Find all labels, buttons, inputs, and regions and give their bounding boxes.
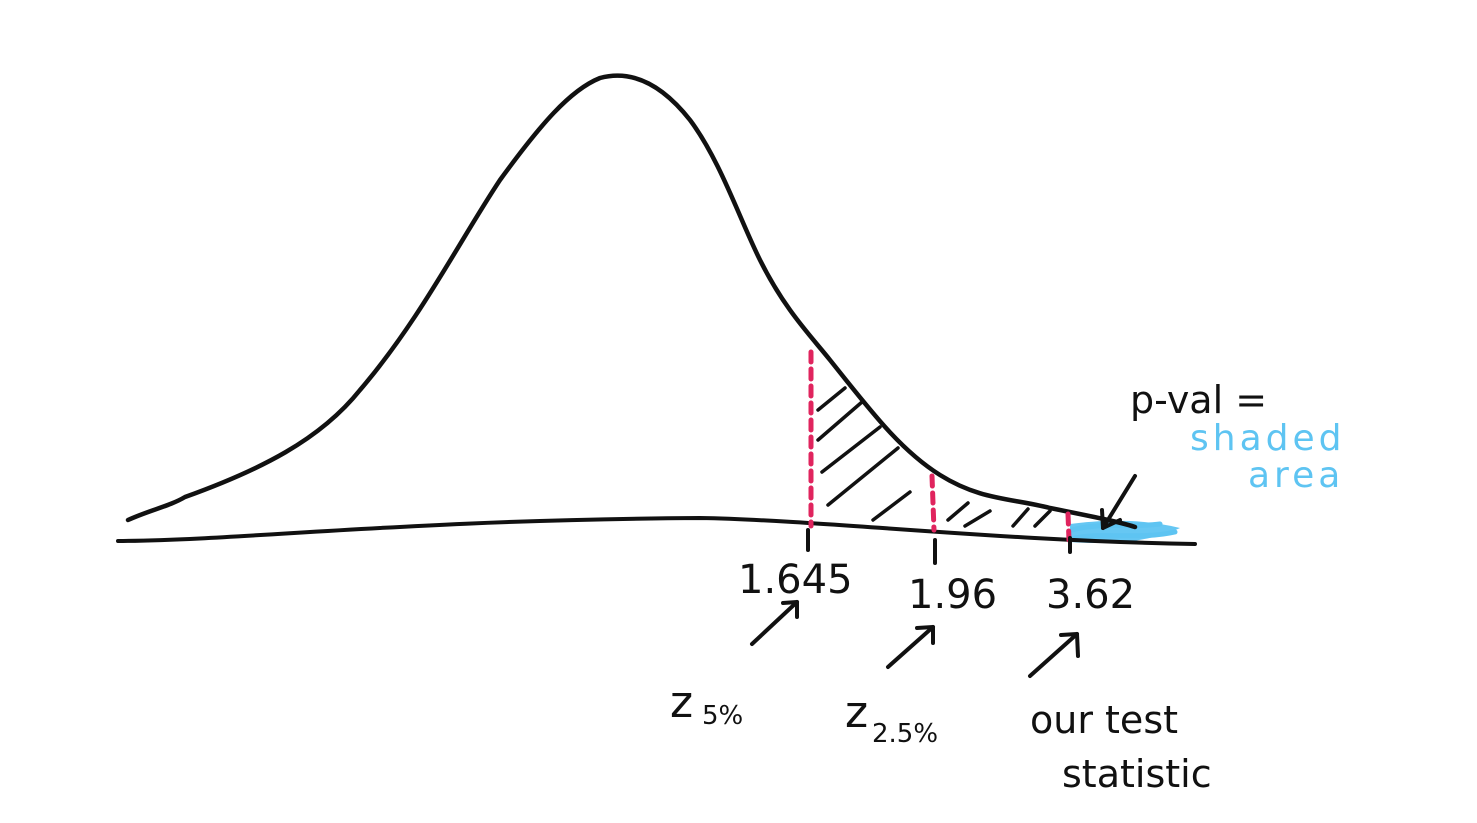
hatch-line	[1011, 507, 1030, 528]
hatch-line	[816, 400, 864, 442]
pval-label: p-val =	[1130, 378, 1267, 422]
z25-label: z 2.5%	[845, 687, 938, 749]
tick-marks	[806, 528, 1072, 565]
hatch-line	[946, 501, 970, 522]
tick-label-1645: 1.645	[738, 557, 853, 603]
arrow-z25-icon	[886, 625, 935, 669]
cutoff-lines	[808, 349, 1072, 543]
hatch-region	[816, 386, 1052, 528]
tick-label-196: 1.96	[908, 572, 997, 618]
x-axis-baseline	[116, 515, 1197, 546]
arrow-pval-icon	[1100, 474, 1137, 530]
tick-label-362: 3.62	[1046, 572, 1135, 618]
hatch-line	[816, 386, 847, 412]
label-arrows	[750, 474, 1137, 678]
z25-subscript: 2.5%	[872, 719, 938, 749]
shaded-label: shaded	[1190, 418, 1345, 459]
z5-subscript: 5%	[702, 701, 743, 731]
cutoff-line-362	[1065, 511, 1072, 543]
arrow-z5-icon	[750, 600, 799, 646]
test-stat-label-line2: statistic	[1062, 752, 1212, 796]
z5-label: z 5%	[670, 677, 743, 731]
arrow-test-stat-icon	[1028, 632, 1080, 678]
z25-main: z	[845, 687, 868, 738]
hatch-line	[963, 509, 992, 528]
test-stat-label-line1: our test	[1030, 698, 1178, 742]
cutoff-line-196	[929, 473, 937, 533]
hatch-line	[820, 425, 882, 474]
pvalue-shaded-area	[1069, 520, 1180, 544]
normal-curve	[125, 73, 1138, 530]
z5-main: z	[670, 677, 693, 728]
area-label: area	[1248, 455, 1344, 496]
hatch-line	[826, 446, 900, 507]
hatch-line	[871, 490, 912, 522]
hatch-line	[1033, 509, 1052, 528]
